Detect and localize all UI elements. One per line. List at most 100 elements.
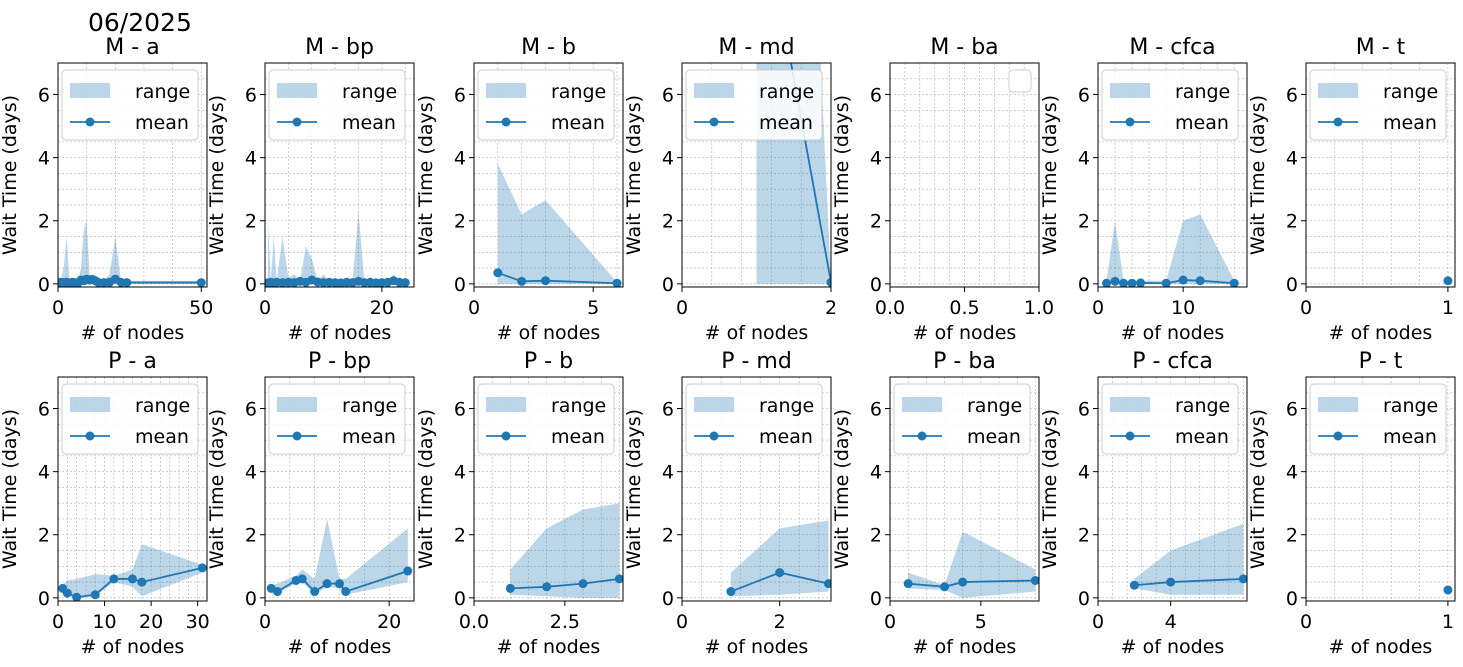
plot-area xyxy=(58,544,207,601)
mean-point xyxy=(109,574,119,584)
x-tick-label: 20 xyxy=(370,297,394,319)
x-tick-label: 0 xyxy=(1300,611,1312,633)
mean-point xyxy=(403,566,413,576)
grid xyxy=(889,62,1040,287)
legend-mean-marker xyxy=(292,117,302,127)
legend-range-swatch xyxy=(902,397,942,412)
y-tick-label: 4 xyxy=(1286,148,1298,170)
y-tick-label: 2 xyxy=(454,525,466,547)
plot-area xyxy=(266,518,413,597)
y-tick-label: 4 xyxy=(245,462,257,484)
y-tick-label: 0 xyxy=(1286,588,1298,610)
chart-title: P - b xyxy=(524,349,573,374)
legend-range-label: range xyxy=(1175,81,1230,103)
y-tick-label: 6 xyxy=(1078,85,1090,107)
mean-point xyxy=(1119,278,1129,287)
axes-frame xyxy=(681,376,832,602)
chart-panel-6: 0 2 4 6 0 1 M - t # of nodes Wait Time (days) ran… xyxy=(1247,35,1456,344)
x-axis-label: # of nodes xyxy=(913,636,1017,658)
mean-point xyxy=(1229,278,1239,287)
legend-mean-marker xyxy=(1125,431,1135,441)
plot-area xyxy=(1443,276,1453,286)
mean-point xyxy=(614,574,623,584)
range-band xyxy=(62,544,203,598)
legend-mean-label: mean xyxy=(967,426,1021,448)
chart-title: M - a xyxy=(105,35,159,60)
x-tick-label: 10 xyxy=(92,611,116,633)
x-tick-label: 50 xyxy=(189,297,213,319)
chart-panel-2: 0 2 4 6 0 5 M - b # of nodes Wait Time (days) ran… xyxy=(415,35,624,344)
y-tick-label: 0 xyxy=(38,588,50,610)
range-band xyxy=(510,503,620,598)
y-tick-label: 6 xyxy=(454,399,466,421)
mean-point xyxy=(335,579,344,589)
y-axis-label: Wait Time (days) xyxy=(0,95,21,255)
legend: range mean xyxy=(61,383,199,455)
axes-frame xyxy=(473,62,624,288)
mean-point xyxy=(1238,574,1247,584)
legend-range-label: range xyxy=(135,81,190,103)
mean-point xyxy=(505,583,515,593)
mean-point xyxy=(824,579,831,589)
mean-point xyxy=(297,574,307,584)
mean-point xyxy=(341,587,351,597)
range-band xyxy=(908,531,1036,598)
y-tick-label: 6 xyxy=(454,85,466,107)
y-tick-label: 4 xyxy=(38,462,50,484)
mean-point xyxy=(541,276,551,286)
range-band xyxy=(1106,214,1235,284)
legend-range-swatch xyxy=(694,83,734,98)
x-tick-label: 2 xyxy=(825,297,837,319)
y-axis-label: Wait Time (days) xyxy=(623,409,645,569)
chart-title: P - t xyxy=(1359,349,1403,374)
x-tick-label: 0 xyxy=(52,297,64,319)
legend-mean-marker xyxy=(1333,117,1343,127)
legend-range-swatch xyxy=(277,397,317,412)
legend-mean-label: mean xyxy=(551,426,605,448)
y-tick-label: 4 xyxy=(245,148,257,170)
legend-range-swatch xyxy=(694,397,734,412)
y-tick-label: 2 xyxy=(1078,525,1090,547)
legend-range-label: range xyxy=(1383,395,1438,417)
x-tick-label: 10 xyxy=(1171,297,1195,319)
y-tick-label: 6 xyxy=(870,85,882,107)
y-tick-label: 4 xyxy=(1286,462,1298,484)
y-axis-label: Wait Time (days) xyxy=(1247,409,1269,569)
x-tick-label: 0 xyxy=(676,611,688,633)
x-tick-label: 0 xyxy=(1300,297,1312,319)
mean-point xyxy=(90,590,100,600)
chart-title: M - t xyxy=(1356,35,1406,60)
y-tick-label: 4 xyxy=(1078,148,1090,170)
legend-range-label: range xyxy=(342,81,397,103)
y-tick-label: 6 xyxy=(245,399,257,421)
legend-mean-label: mean xyxy=(135,112,189,134)
x-axis-label: # of nodes xyxy=(81,322,185,344)
y-axis-label: Wait Time (days) xyxy=(206,409,228,569)
legend-range-label: range xyxy=(759,395,814,417)
mean-point xyxy=(493,268,503,278)
x-tick-label: 30 xyxy=(186,611,210,633)
legend: range mean xyxy=(1309,383,1447,455)
mean-point xyxy=(1030,575,1039,585)
x-tick-label: 0 xyxy=(884,611,896,633)
chart-panel-13: 0 2 4 6 0 1 P - t # of nodes Wait Time (days) ran… xyxy=(1247,349,1456,658)
chart-panel-5: 0 2 4 6 0 10 M - cfca # of nodes Wait Time (days… xyxy=(1039,35,1248,344)
y-tick-label: 2 xyxy=(245,525,257,547)
plot-area xyxy=(903,531,1039,598)
axes-frame xyxy=(264,62,415,288)
legend-range-label: range xyxy=(1175,395,1230,417)
y-tick-label: 0 xyxy=(1078,274,1090,296)
x-axis-label: # of nodes xyxy=(497,636,601,658)
plot-area xyxy=(1102,214,1239,287)
legend-range-swatch xyxy=(1110,397,1150,412)
x-tick-label: 20 xyxy=(377,611,401,633)
y-tick-label: 2 xyxy=(662,211,674,233)
legend: range mean xyxy=(61,69,199,141)
mean-point xyxy=(775,568,785,578)
legend-range-swatch xyxy=(1318,83,1358,98)
x-tick-label: 2.5 xyxy=(550,611,580,633)
mean-point xyxy=(1102,278,1112,287)
chart-title: P - md xyxy=(721,349,792,374)
